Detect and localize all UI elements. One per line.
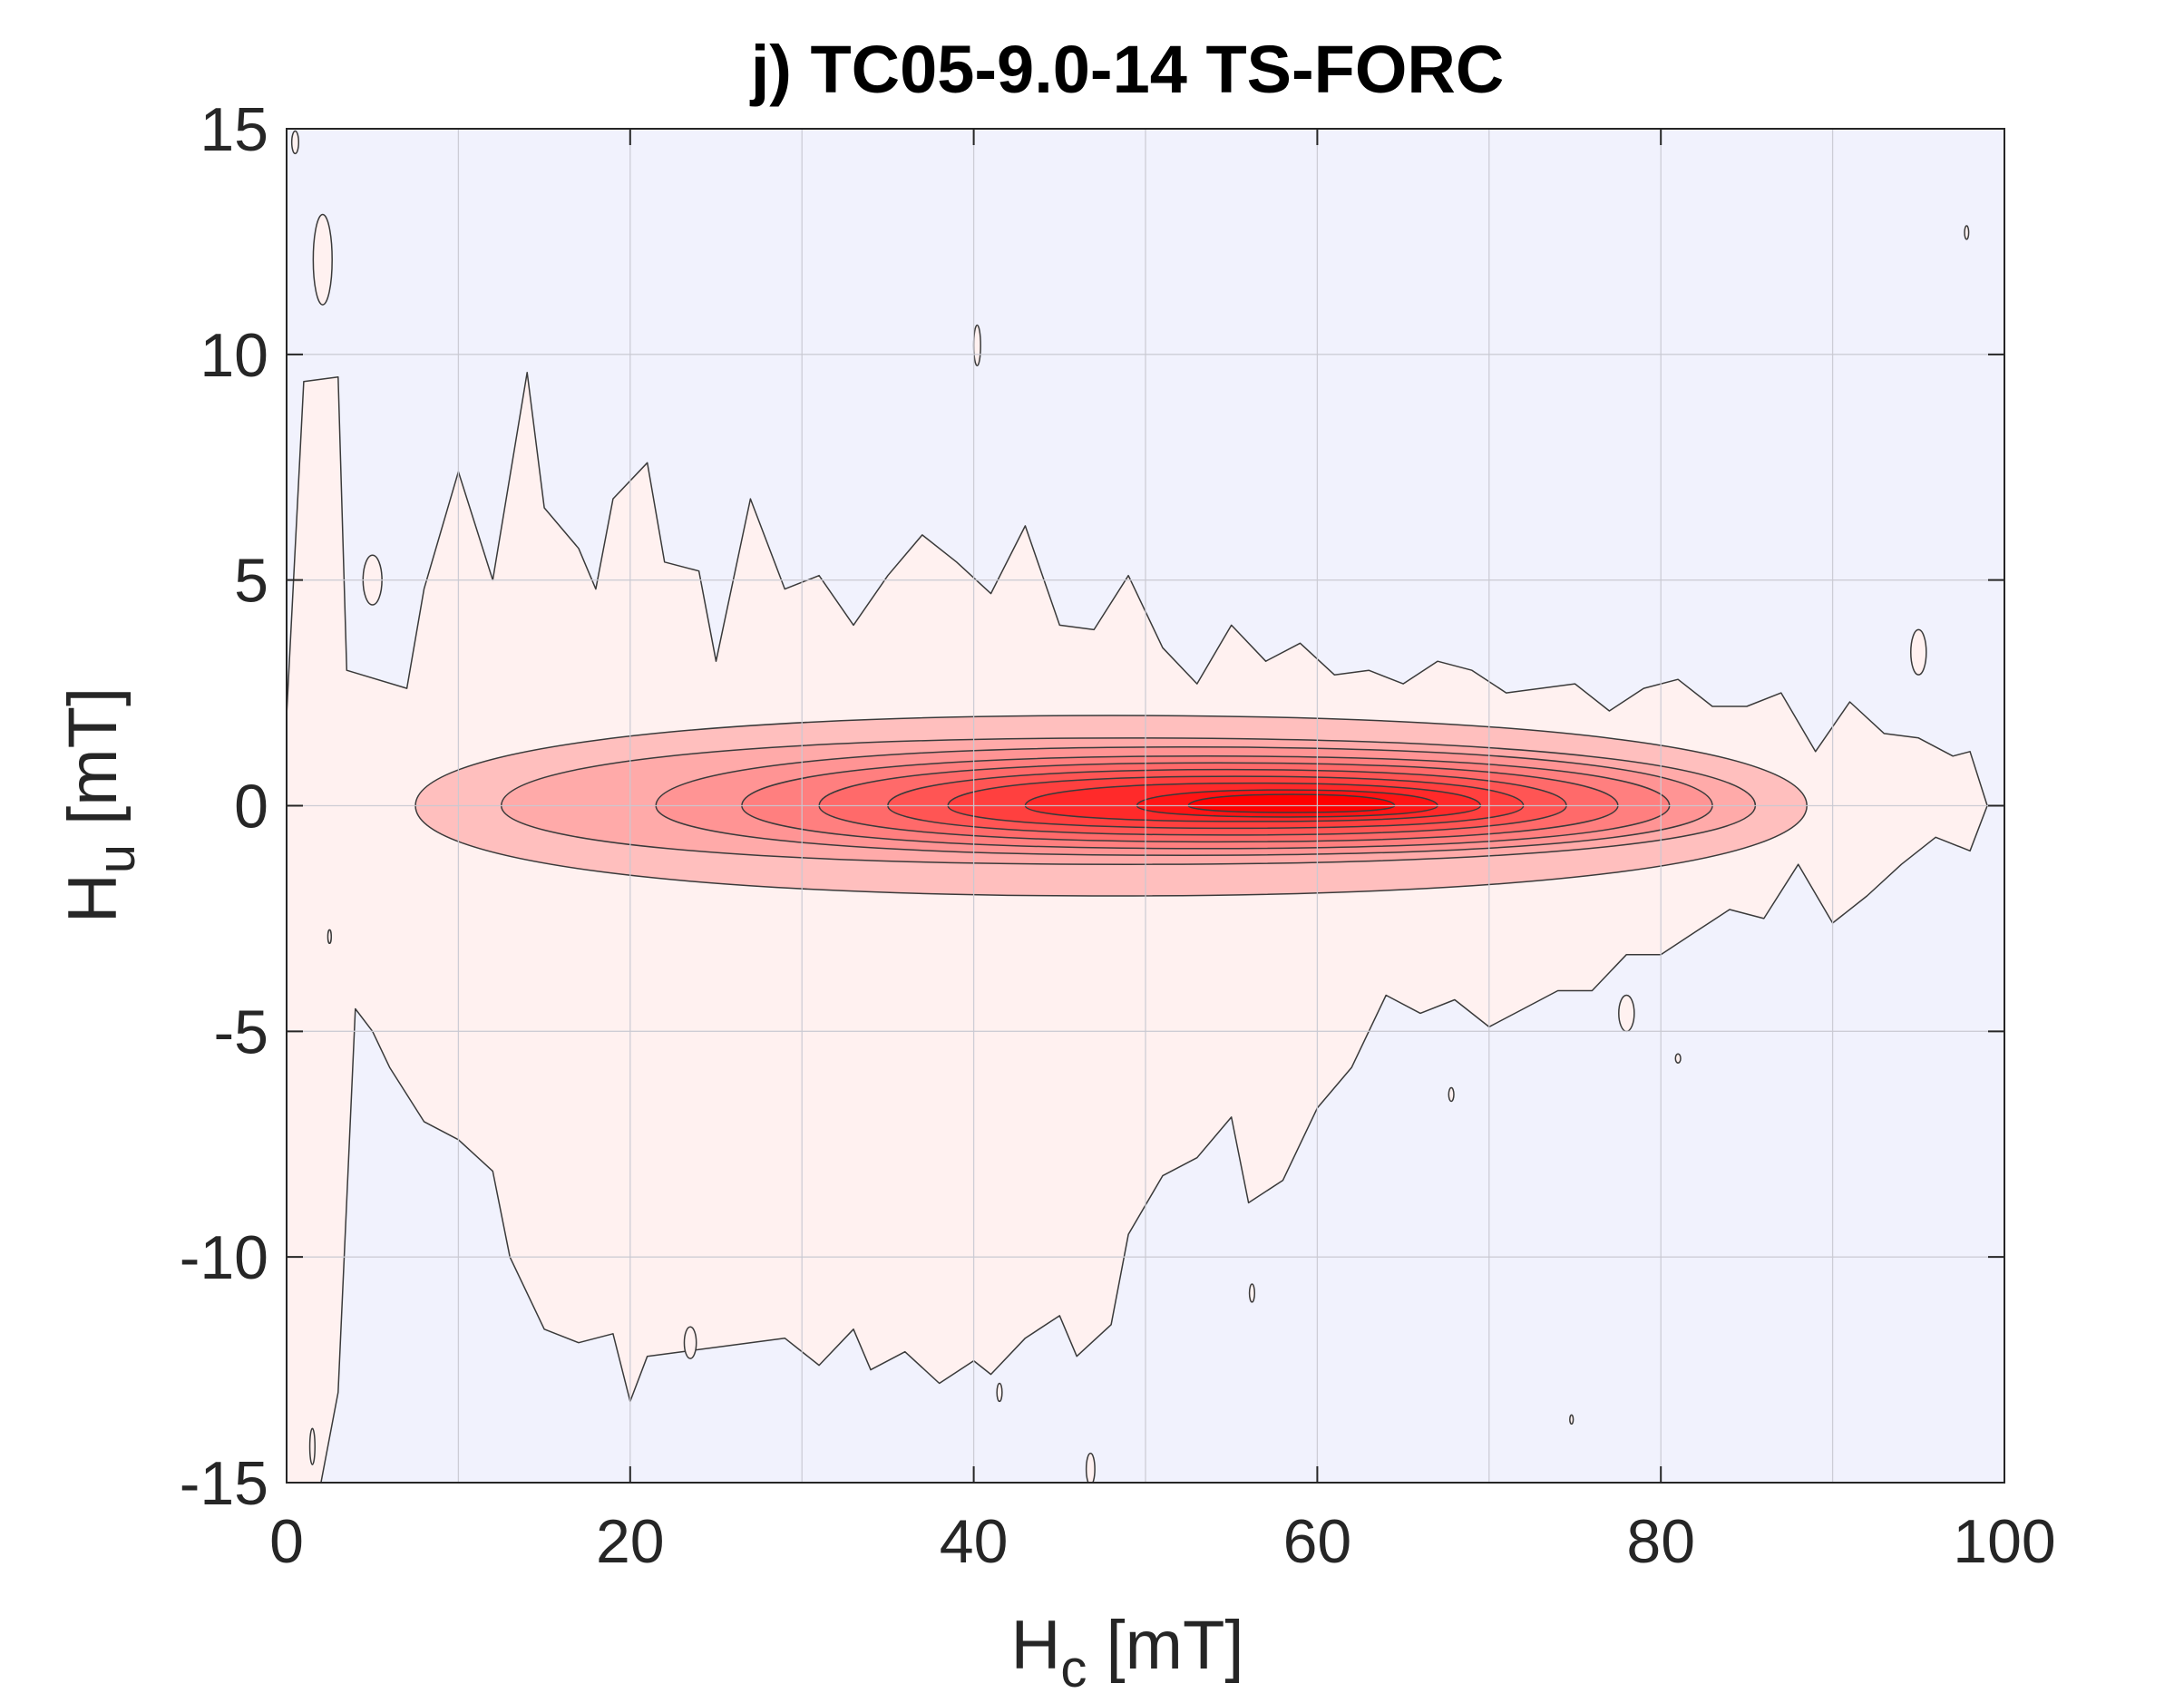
contour-island [1248,1283,1256,1303]
contour-island [312,213,333,306]
y-tick-label: -5 [214,997,268,1066]
x-tick-label: 60 [1283,1507,1352,1576]
axis-ticks: 0 20 40 60 80 100 -15 -10 -5 0 5 10 15 [180,95,2056,1576]
contour-island [1910,628,1927,676]
y-tick-label: -15 [180,1449,268,1518]
contour-island [290,130,300,155]
chart-title: j) TC05-9.0-14 TS-FORC [749,32,1505,107]
contour-island [308,1427,317,1465]
x-tick-label: 100 [1953,1507,2055,1576]
y-axis-label-unit: [mT] [54,687,132,844]
y-tick-label: 15 [200,95,268,164]
contour-level-10 [1187,793,1396,813]
x-axis-label: Hc [mT] [1011,1607,1244,1693]
contour-island [1618,994,1635,1033]
y-axis-label-base: H [54,873,132,923]
y-axis-label: Hu [mT] [54,687,146,923]
x-tick-label: 20 [596,1507,665,1576]
contour-island [1085,1452,1096,1483]
x-axis-label-sub: c [1060,1639,1087,1693]
contour-island [327,929,332,945]
y-axis-label-sub: u [87,844,146,873]
grid [287,129,2004,1483]
contour-island [683,1326,697,1359]
contour-island [1448,1086,1455,1103]
contour-layer [287,130,1988,1483]
y-tick-label: 5 [234,547,268,616]
x-tick-label: 40 [940,1507,1009,1576]
y-tick-label: 0 [234,773,268,842]
contour-island [1964,225,1970,240]
x-tick-label: 80 [1626,1507,1695,1576]
y-tick-label: -10 [180,1223,268,1292]
contour-island [1569,1414,1575,1425]
y-tick-label: 10 [200,321,268,390]
x-tick-label: 0 [269,1507,304,1576]
x-axis-label-unit: [mT] [1087,1607,1243,1684]
contour-island [972,324,981,367]
x-axis-label-base: H [1011,1607,1061,1684]
contour-island [1674,1053,1682,1064]
contour-island [996,1382,1003,1403]
